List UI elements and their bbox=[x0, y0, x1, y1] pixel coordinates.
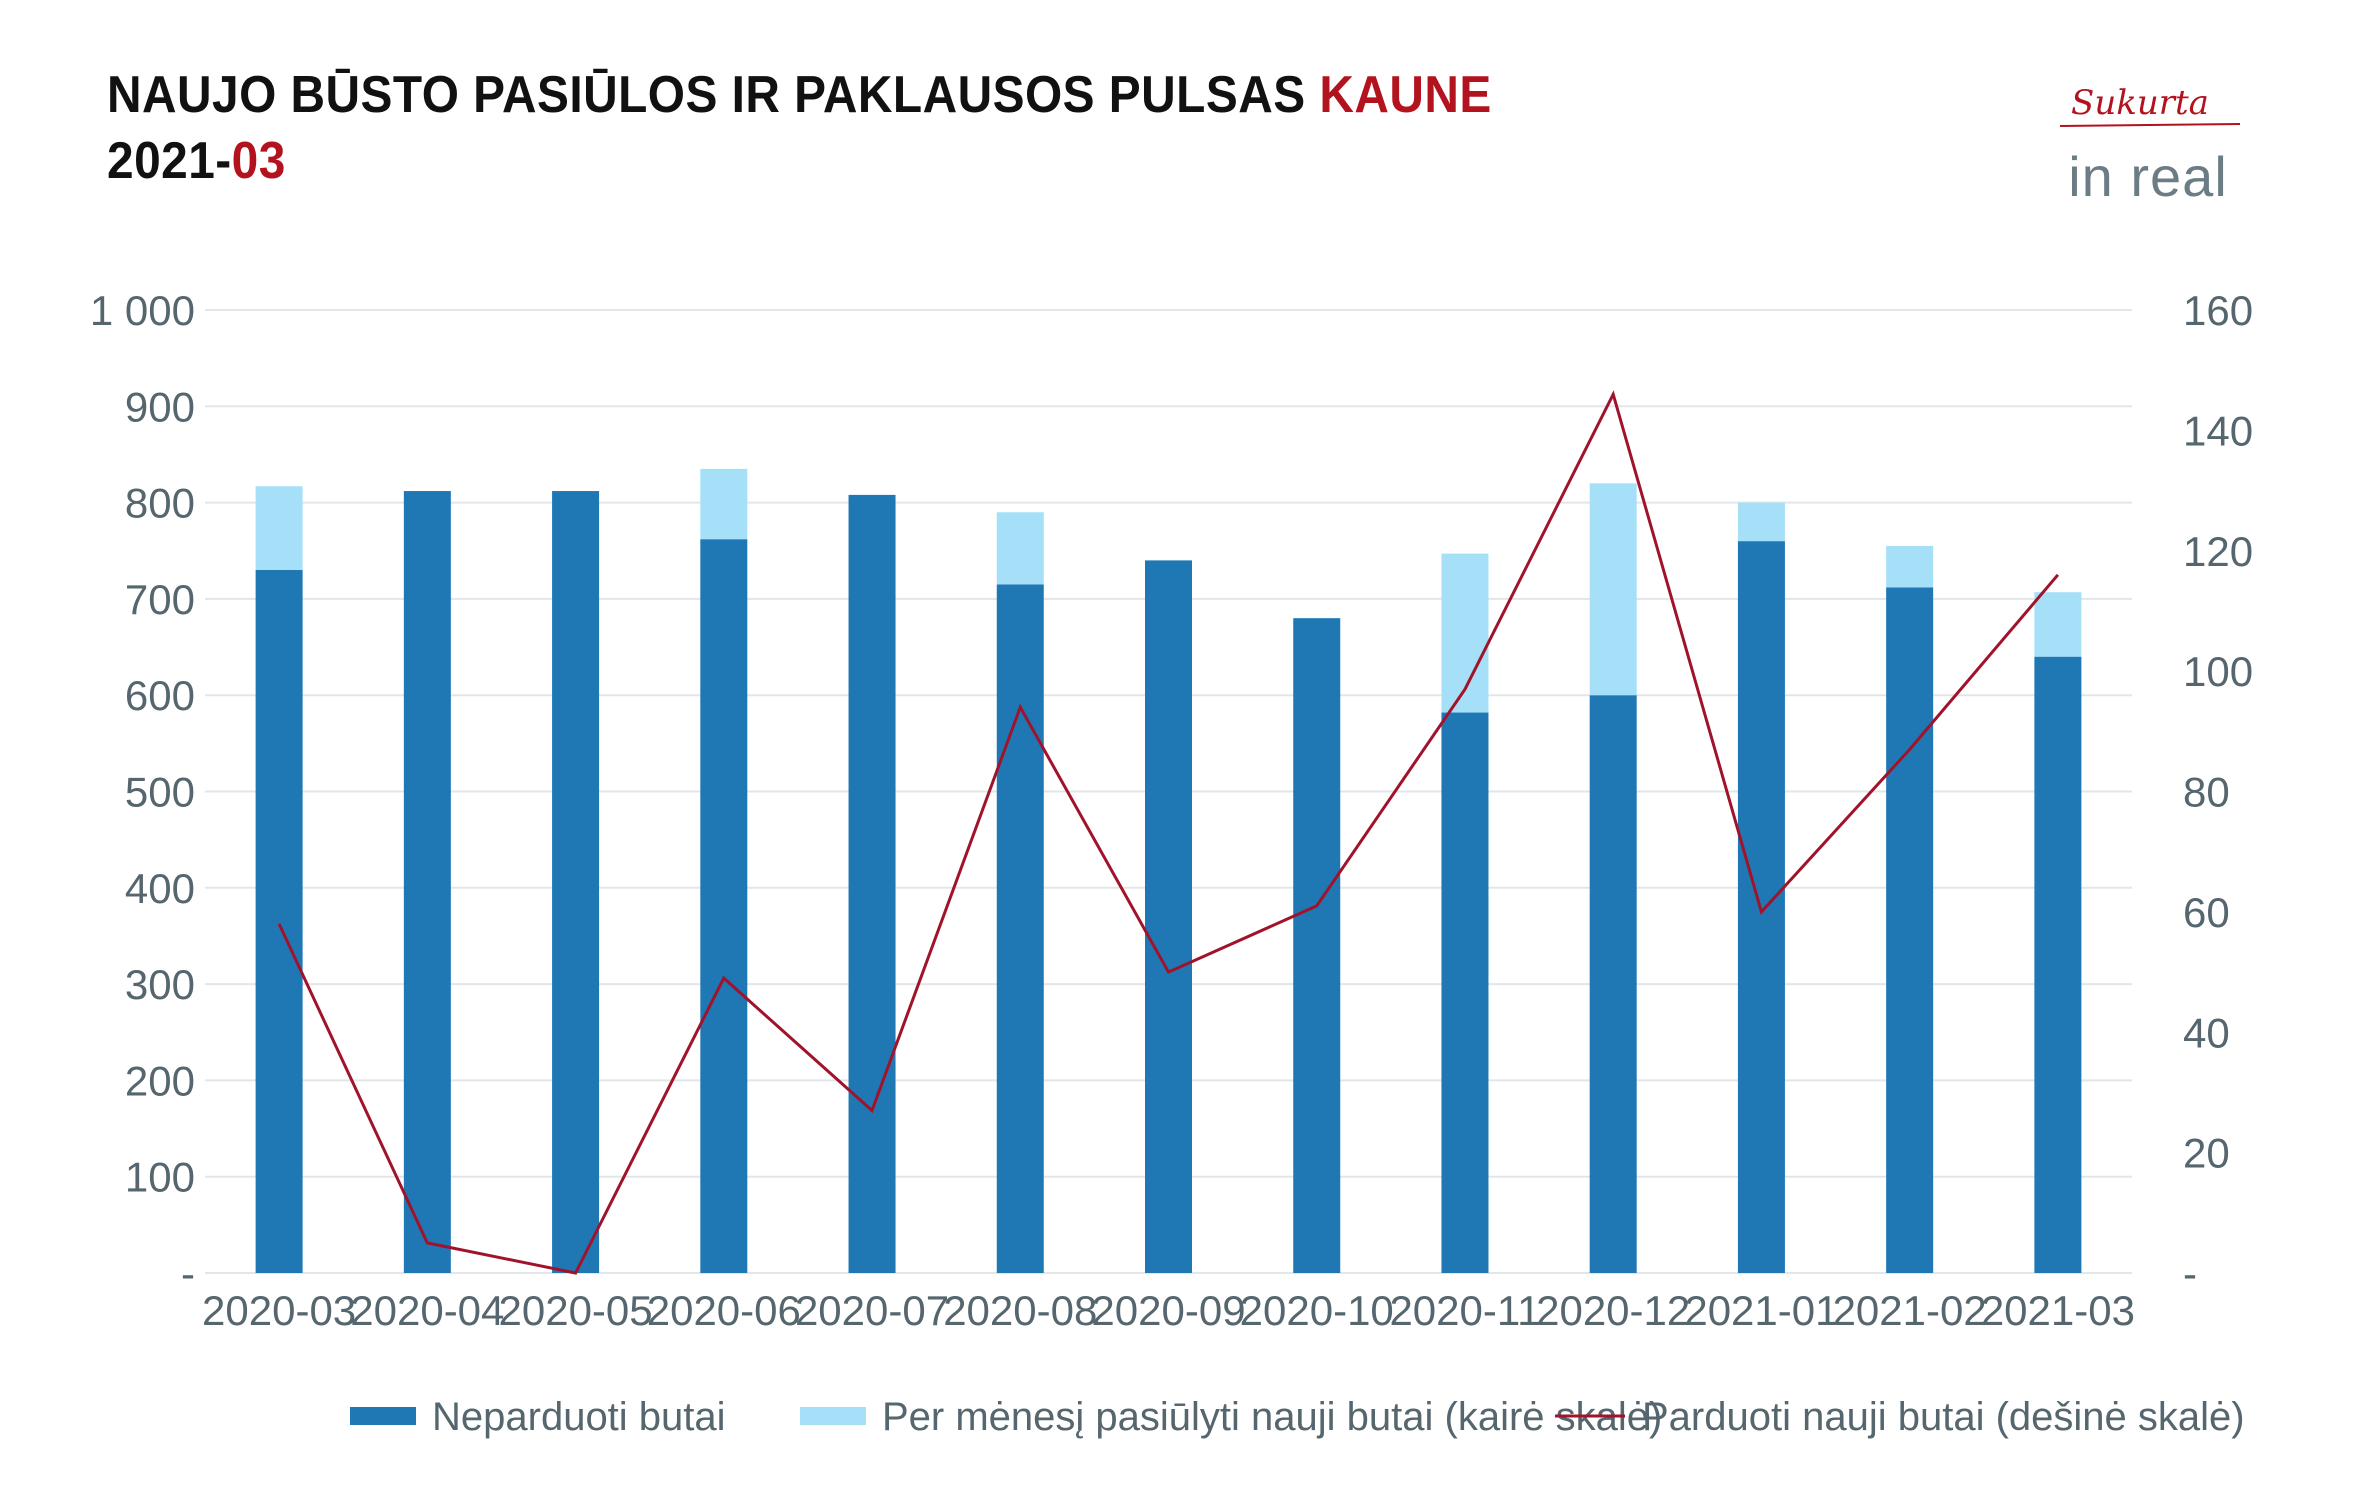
right-tick-label: 100 bbox=[2183, 648, 2253, 695]
bar-unsold bbox=[1293, 618, 1341, 1273]
logo-brand: in real bbox=[2068, 145, 2228, 208]
bar-offered bbox=[700, 468, 748, 540]
logo-underline bbox=[2059, 123, 2240, 127]
chart-title: NAUJO BŪSTO PASIŪLOS IR PAKLAUSOS PULSAS… bbox=[107, 62, 1492, 194]
x-tick-label: 2020-07 bbox=[795, 1287, 949, 1334]
left-tick-label: 500 bbox=[125, 769, 195, 816]
x-tick-label: 2020-05 bbox=[499, 1287, 653, 1334]
bar-unsold bbox=[1886, 587, 1934, 1273]
left-axis-ticks: - 100 200 300 400 500 600 700 800 900 1 000 bbox=[90, 287, 195, 1297]
x-tick-label: 2020-12 bbox=[1536, 1287, 1690, 1334]
left-tick-label: 1 000 bbox=[90, 287, 195, 334]
bar-unsold bbox=[403, 491, 451, 1273]
left-tick-label: - bbox=[181, 1250, 195, 1297]
x-tick-label: 2020-11 bbox=[1389, 1287, 1540, 1334]
x-tick-label: 2020-10 bbox=[1240, 1287, 1394, 1334]
left-tick-label: 100 bbox=[125, 1154, 195, 1201]
x-axis-ticks: 2020-032020-042020-052020-062020-072020-… bbox=[202, 1287, 2135, 1334]
title-line-2-main: 2021- bbox=[107, 132, 232, 190]
title-line-1-accent: KAUNE bbox=[1319, 66, 1492, 124]
legend-swatch-offered bbox=[800, 1407, 866, 1425]
x-tick-label: 2020-06 bbox=[647, 1287, 801, 1334]
bar-offered bbox=[2034, 592, 2082, 657]
x-tick-label: 2021-03 bbox=[1981, 1287, 2135, 1334]
right-tick-label: 80 bbox=[2183, 769, 2230, 816]
title-line-2: 2021-03 bbox=[107, 128, 1492, 194]
left-tick-label: 600 bbox=[125, 672, 195, 719]
bar-unsold bbox=[255, 570, 303, 1273]
title-line-1: NAUJO BŪSTO PASIŪLOS IR PAKLAUSOS PULSAS… bbox=[107, 62, 1492, 128]
right-tick-label: 60 bbox=[2183, 889, 2230, 936]
bar-unsold bbox=[1145, 560, 1192, 1273]
title-line-2-accent: 03 bbox=[231, 132, 286, 190]
left-tick-label: 400 bbox=[125, 865, 195, 912]
x-tick-label: 2020-04 bbox=[350, 1287, 504, 1334]
bar-unsold bbox=[848, 494, 896, 1273]
logo-tagline: Sukurta bbox=[2071, 83, 2209, 123]
bar-unsold bbox=[2034, 656, 2082, 1273]
legend-label-offered: Per mėnesį pasiūlyti nauji butai (kairė … bbox=[882, 1395, 1662, 1439]
left-tick-label: 300 bbox=[125, 961, 195, 1008]
right-tick-label: 20 bbox=[2183, 1130, 2230, 1177]
left-tick-label: 900 bbox=[125, 383, 195, 430]
bar-unsold bbox=[700, 539, 748, 1273]
title-line-1-main: NAUJO BŪSTO PASIŪLOS IR PAKLAUSOS PULSAS bbox=[107, 66, 1320, 124]
bars bbox=[255, 468, 2082, 1273]
left-tick-label: 800 bbox=[125, 480, 195, 527]
right-tick-label: 40 bbox=[2183, 1009, 2230, 1056]
left-tick-label: 200 bbox=[125, 1057, 195, 1104]
bar-offered bbox=[1589, 483, 1637, 696]
bar-offered bbox=[255, 486, 303, 571]
right-tick-label: 160 bbox=[2183, 287, 2253, 334]
right-axis-ticks: - 20 40 60 80 100 120 140 160 bbox=[2183, 287, 2253, 1297]
right-tick-label: 140 bbox=[2183, 407, 2253, 454]
legend-label-sold: Parduoti nauji butai (dešinė skalė) bbox=[1642, 1395, 2245, 1439]
legend: Neparduoti butai Per mėnesį pasiūlyti nau… bbox=[350, 1395, 2245, 1439]
sold-line-layer bbox=[277, 390, 2060, 1275]
legend-label-unsold: Neparduoti butai bbox=[432, 1395, 726, 1439]
legend-swatch-unsold bbox=[350, 1407, 416, 1425]
x-tick-label: 2020-03 bbox=[202, 1287, 356, 1334]
right-tick-label: - bbox=[2183, 1250, 2197, 1297]
bar-offered bbox=[996, 512, 1044, 585]
bar-unsold bbox=[996, 584, 1044, 1273]
bar-unsold bbox=[1589, 695, 1637, 1273]
x-tick-label: 2021-01 bbox=[1684, 1287, 1838, 1334]
bar-unsold bbox=[552, 491, 600, 1273]
x-tick-label: 2021-02 bbox=[1833, 1287, 1987, 1334]
bar-offered bbox=[1737, 502, 1785, 542]
x-tick-label: 2020-09 bbox=[1091, 1287, 1245, 1334]
bar-offered bbox=[1886, 545, 1934, 588]
bar-unsold bbox=[1441, 712, 1489, 1273]
inreal-logo: Sukurta in real bbox=[2059, 83, 2240, 208]
right-tick-label: 120 bbox=[2183, 528, 2253, 575]
x-tick-label: 2020-08 bbox=[943, 1287, 1097, 1334]
left-tick-label: 700 bbox=[125, 576, 195, 623]
